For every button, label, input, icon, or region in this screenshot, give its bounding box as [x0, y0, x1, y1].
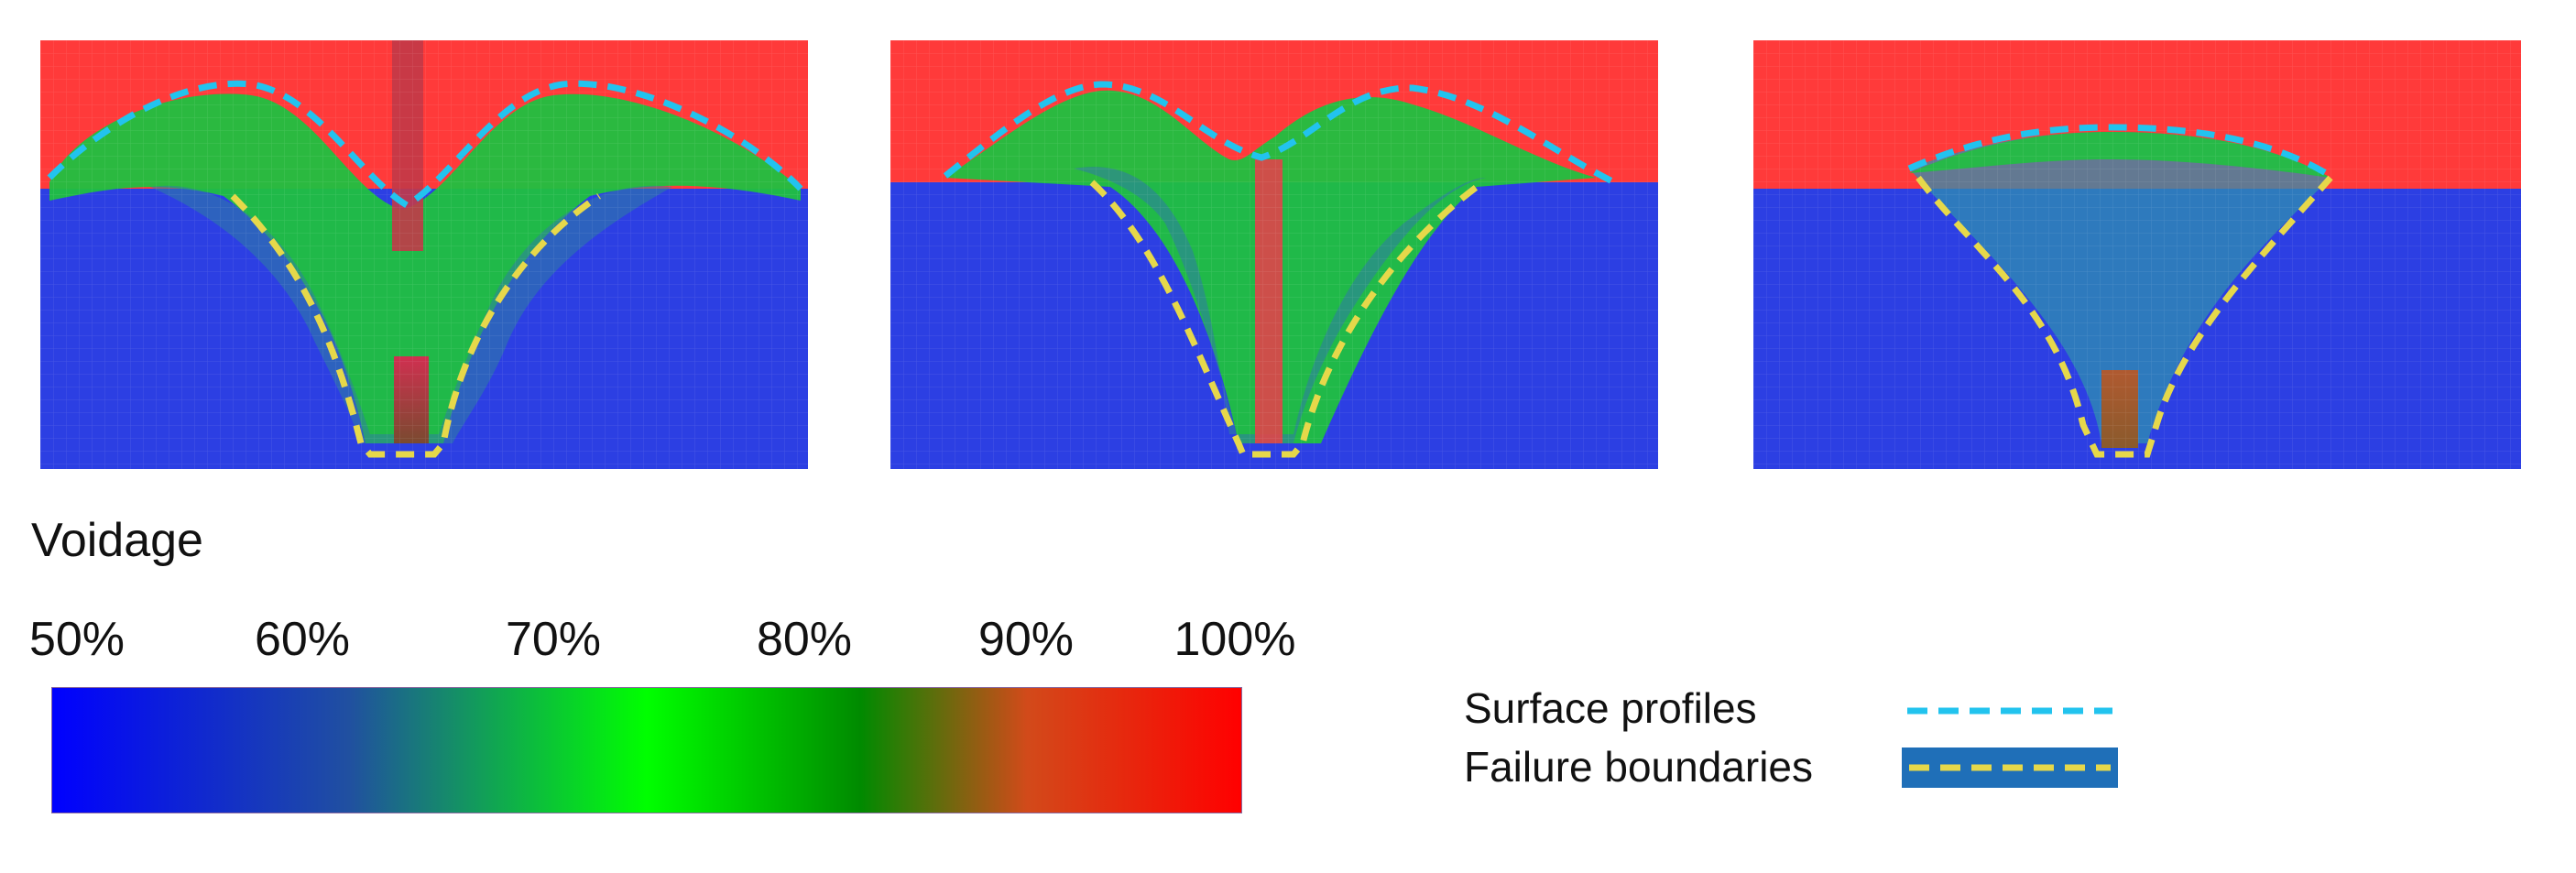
voidage-colorbar: [51, 687, 1242, 813]
simulation-panel-3: [1753, 40, 2521, 469]
voidage-field-2: [890, 40, 1658, 469]
failure-boundary-line: [1089, 180, 1479, 458]
failure-boundary-line: [1916, 175, 2333, 458]
tick-label-50: 50%: [28, 613, 126, 666]
tick-label-90: 90%: [977, 613, 1075, 666]
tick-label-60: 60%: [254, 613, 351, 666]
failure-boundary-line: [230, 193, 601, 458]
surface-profile-line: [1907, 124, 2332, 179]
surface-profile-line: [47, 80, 803, 210]
surface-profiles-label: Surface profiles: [1464, 684, 1757, 732]
surface-profile-line: [943, 81, 1616, 186]
failure-boundaries-label: Failure boundaries: [1464, 743, 1814, 791]
failure-boundaries-swatch: [1902, 748, 2118, 788]
simulation-panel-2: [890, 40, 1658, 469]
legend-title: Voidage: [31, 514, 203, 567]
surface-profiles-swatch: [1902, 691, 2118, 731]
tick-label-70: 70%: [505, 613, 602, 666]
simulation-panel-1: [40, 40, 808, 469]
tick-label-100: 100%: [1173, 613, 1296, 666]
voidage-field-3: [1753, 40, 2521, 469]
tick-label-80: 80%: [756, 613, 853, 666]
voidage-field-1: [40, 40, 808, 469]
